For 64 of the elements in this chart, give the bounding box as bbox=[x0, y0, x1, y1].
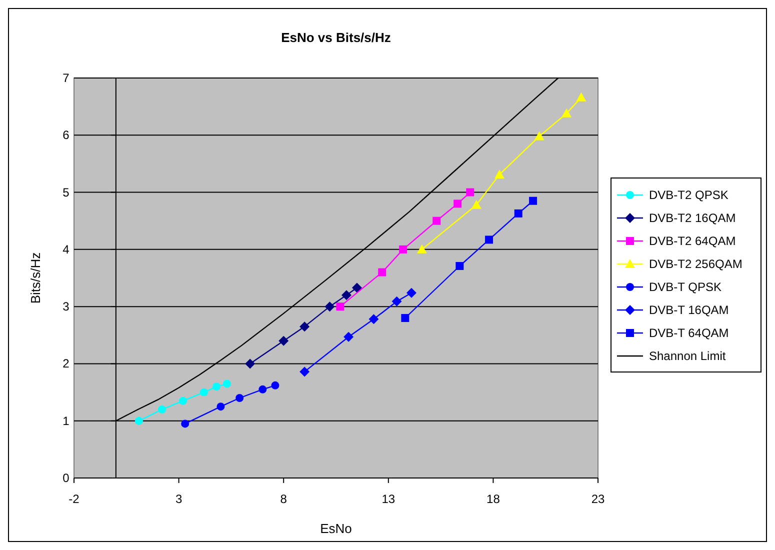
point bbox=[278, 336, 289, 346]
x-tick-label: 3 bbox=[175, 492, 182, 506]
point bbox=[392, 296, 402, 306]
point bbox=[258, 385, 267, 394]
point bbox=[134, 416, 143, 425]
point bbox=[378, 268, 386, 276]
point bbox=[181, 420, 190, 428]
x-tick-label: 18 bbox=[486, 492, 500, 506]
point bbox=[432, 216, 441, 225]
legend-label: DVB-T2 256QAM bbox=[649, 257, 742, 271]
point bbox=[200, 388, 208, 396]
legend-label: DVB-T2 16QAM bbox=[649, 211, 736, 225]
x-tick-label: 8 bbox=[280, 492, 288, 506]
x-tick-label: -2 bbox=[68, 492, 80, 506]
legend-label: DVB-T QPSK bbox=[649, 280, 722, 294]
point bbox=[223, 380, 232, 388]
point bbox=[352, 282, 362, 293]
y-tick-label: 5 bbox=[62, 185, 70, 200]
y-axis-title: Bits/s/Hz bbox=[28, 252, 43, 304]
point bbox=[466, 188, 474, 196]
point bbox=[416, 244, 427, 254]
y-tick-label: 7 bbox=[62, 71, 70, 85]
point bbox=[406, 288, 416, 298]
legend-label: DVB-T 16QAM bbox=[649, 303, 729, 317]
point bbox=[399, 245, 408, 254]
point bbox=[401, 314, 410, 322]
x-tick-label: 23 bbox=[591, 492, 605, 506]
point bbox=[576, 92, 586, 102]
point bbox=[300, 366, 310, 377]
point bbox=[236, 394, 244, 402]
y-tick-label: 0 bbox=[62, 471, 70, 485]
point bbox=[456, 262, 464, 270]
y-tick-label: 6 bbox=[62, 128, 70, 142]
point bbox=[216, 402, 225, 411]
y-tick-label: 2 bbox=[62, 356, 70, 371]
point bbox=[494, 170, 504, 179]
point bbox=[341, 290, 352, 300]
point bbox=[368, 314, 379, 324]
point bbox=[529, 196, 538, 205]
legend-label: DVB-T 64QAM bbox=[649, 326, 729, 340]
y-tick-label: 3 bbox=[62, 300, 70, 314]
point bbox=[454, 200, 462, 208]
point bbox=[178, 396, 187, 405]
legend-label: Shannon Limit bbox=[649, 349, 726, 363]
legend-label: DVB-T2 64QAM bbox=[649, 234, 736, 248]
point bbox=[271, 381, 280, 390]
legend-label: DVB-T2 QPSK bbox=[649, 188, 728, 202]
y-tick-label: 1 bbox=[62, 414, 70, 428]
point bbox=[158, 405, 166, 414]
point bbox=[300, 322, 310, 332]
point bbox=[324, 302, 335, 312]
point bbox=[212, 382, 221, 391]
y-tick-label: 4 bbox=[62, 242, 70, 256]
point bbox=[514, 209, 522, 218]
point bbox=[344, 332, 354, 342]
point bbox=[534, 131, 544, 140]
point bbox=[245, 358, 256, 369]
x-tick-label: 13 bbox=[382, 492, 396, 506]
point bbox=[562, 108, 572, 118]
point bbox=[336, 302, 344, 311]
point bbox=[485, 236, 494, 244]
chart-title: EsNo vs Bits/s/Hz bbox=[281, 30, 392, 45]
point bbox=[471, 200, 482, 209]
x-axis-title: EsNo bbox=[320, 521, 352, 536]
